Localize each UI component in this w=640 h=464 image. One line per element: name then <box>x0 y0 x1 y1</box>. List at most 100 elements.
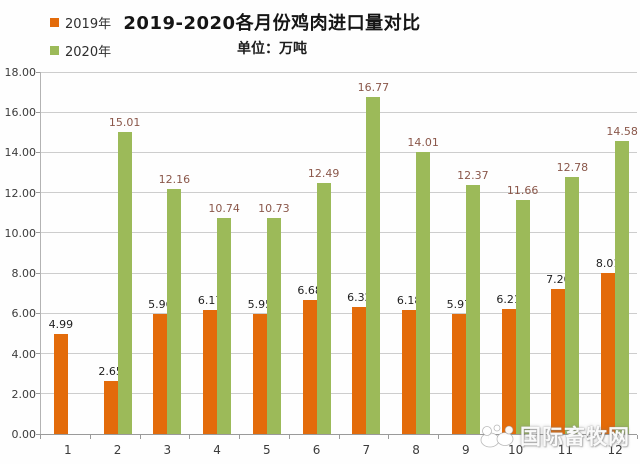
y-axis-tick-label: 2.00 <box>11 387 37 401</box>
bar-2020 <box>515 199 530 434</box>
watermark: 国际畜牧网 <box>479 421 630 451</box>
x-axis-line <box>36 434 637 435</box>
bar-2019 <box>252 314 267 434</box>
bar-value-2020: 15.01 <box>108 116 141 130</box>
y-axis-tick-label: 8.00 <box>11 267 37 281</box>
y-axis-tick <box>36 151 40 153</box>
bar-2019 <box>501 309 516 434</box>
x-axis-tick <box>338 435 340 439</box>
bar-2019 <box>203 309 218 434</box>
legend-item-2019: 2019年 <box>50 13 111 32</box>
x-axis-category-label: 9 <box>462 443 470 457</box>
bar-value-2019: 6.17 <box>197 293 223 307</box>
bar-2020 <box>117 132 132 434</box>
bar-value-2019: 5.95 <box>247 298 273 312</box>
bar-value-2020: 10.73 <box>258 202 290 216</box>
x-axis-tick <box>587 435 589 439</box>
animal-logo-icon <box>480 424 514 448</box>
x-axis-category-label: 12 <box>607 443 623 457</box>
bar-2019 <box>551 289 566 434</box>
bar-2020 <box>217 218 232 434</box>
bar-value-2019: 5.97 <box>446 297 472 311</box>
legend-swatch-2019 <box>50 18 59 27</box>
x-axis-tick <box>388 435 390 439</box>
y-axis-tick-label: 4.00 <box>11 347 37 361</box>
x-axis-category-label: 3 <box>163 443 172 457</box>
bar-value-2019: 8.01 <box>595 256 621 270</box>
bar-value-2020: 14.01 <box>407 136 439 150</box>
bar-value-2020: 12.16 <box>158 173 191 187</box>
y-axis-tick <box>36 353 40 355</box>
bar-2020 <box>266 218 281 434</box>
chart-title: 2019-2020各月份鸡肉进口量对比 <box>123 13 421 34</box>
x-axis-tick <box>438 435 439 439</box>
bar-2019 <box>352 306 367 434</box>
x-axis-category-label: 4 <box>213 443 221 457</box>
x-axis-tick <box>40 435 41 439</box>
bar-value-2020: 12.49 <box>307 166 340 180</box>
x-axis-tick <box>537 435 539 439</box>
y-axis-tick-label: 10.00 <box>4 226 37 240</box>
x-axis-tick <box>189 435 191 439</box>
bar-value-2019: 5.96 <box>148 298 173 312</box>
bar-value-2019: 6.21 <box>496 293 521 307</box>
bar-2019 <box>451 313 466 434</box>
x-axis-category-label: 6 <box>312 443 321 457</box>
gridline <box>40 272 637 274</box>
bar-2019 <box>601 272 616 434</box>
y-axis-tick <box>36 312 40 314</box>
y-axis-tick-label: 12.00 <box>4 186 37 200</box>
y-axis-tick-label: 14.00 <box>4 146 37 160</box>
y-axis-tick-label: 18.00 <box>4 66 37 79</box>
bar-value-2019: 6.18 <box>396 293 422 307</box>
gridline <box>40 151 637 153</box>
bar-value-2019: 4.99 <box>48 317 74 331</box>
legend-label-2019: 2019年 <box>65 17 112 32</box>
y-axis-tick-label: 16.00 <box>4 106 37 120</box>
x-axis-category-label: 2 <box>113 443 122 457</box>
bar-value-2020: 12.37 <box>457 169 489 183</box>
y-axis-tick <box>36 192 40 194</box>
y-axis-tick-label: 6.00 <box>11 307 37 321</box>
bar-2019 <box>302 299 317 434</box>
bar-value-2020: 10.74 <box>208 202 240 215</box>
bar-value-2020: 16.77 <box>357 80 390 94</box>
x-axis-tick <box>288 435 290 439</box>
gridline <box>40 111 637 113</box>
legend: 2019年 2020年 <box>50 13 111 60</box>
bar-value-2020: 12.78 <box>556 160 589 174</box>
y-axis-line <box>40 72 41 434</box>
x-axis-category-label: 8 <box>412 443 420 457</box>
bar-value-2019: 2.65 <box>98 364 123 378</box>
gridline <box>40 71 637 73</box>
x-axis-category-label: 11 <box>557 443 574 457</box>
y-axis-tick <box>36 272 40 274</box>
bar-2020 <box>565 176 580 434</box>
y-axis-tick <box>36 232 40 234</box>
x-axis-category-label: 7 <box>362 443 371 457</box>
legend-swatch-2020 <box>50 46 59 55</box>
legend-item-2020: 2020年 <box>50 41 111 60</box>
legend-label-2020: 2020年 <box>65 45 112 60</box>
x-axis-category-label: 5 <box>263 443 271 457</box>
y-axis-tick <box>36 393 40 395</box>
bar-value-2020: 14.58 <box>606 124 638 138</box>
x-axis-category-label: 10 <box>507 443 524 457</box>
gridline <box>40 232 637 234</box>
x-axis-tick <box>89 435 91 439</box>
bar-value-2019: 6.32 <box>347 290 372 304</box>
gridline <box>40 192 637 194</box>
x-axis-category-label: 1 <box>64 443 72 457</box>
bar-2020 <box>366 96 381 434</box>
x-axis-tick <box>139 435 141 439</box>
bar-2020 <box>465 185 480 434</box>
gridline <box>40 353 637 355</box>
chart-unit-label: 单位：万吨 <box>237 41 307 57</box>
bar-2020 <box>316 182 331 434</box>
gridline <box>40 393 637 395</box>
bar-value-2020: 11.66 <box>506 183 539 197</box>
bar-2019 <box>402 309 417 434</box>
bar-value-2019: 6.68 <box>297 283 322 297</box>
gridline <box>40 312 637 314</box>
